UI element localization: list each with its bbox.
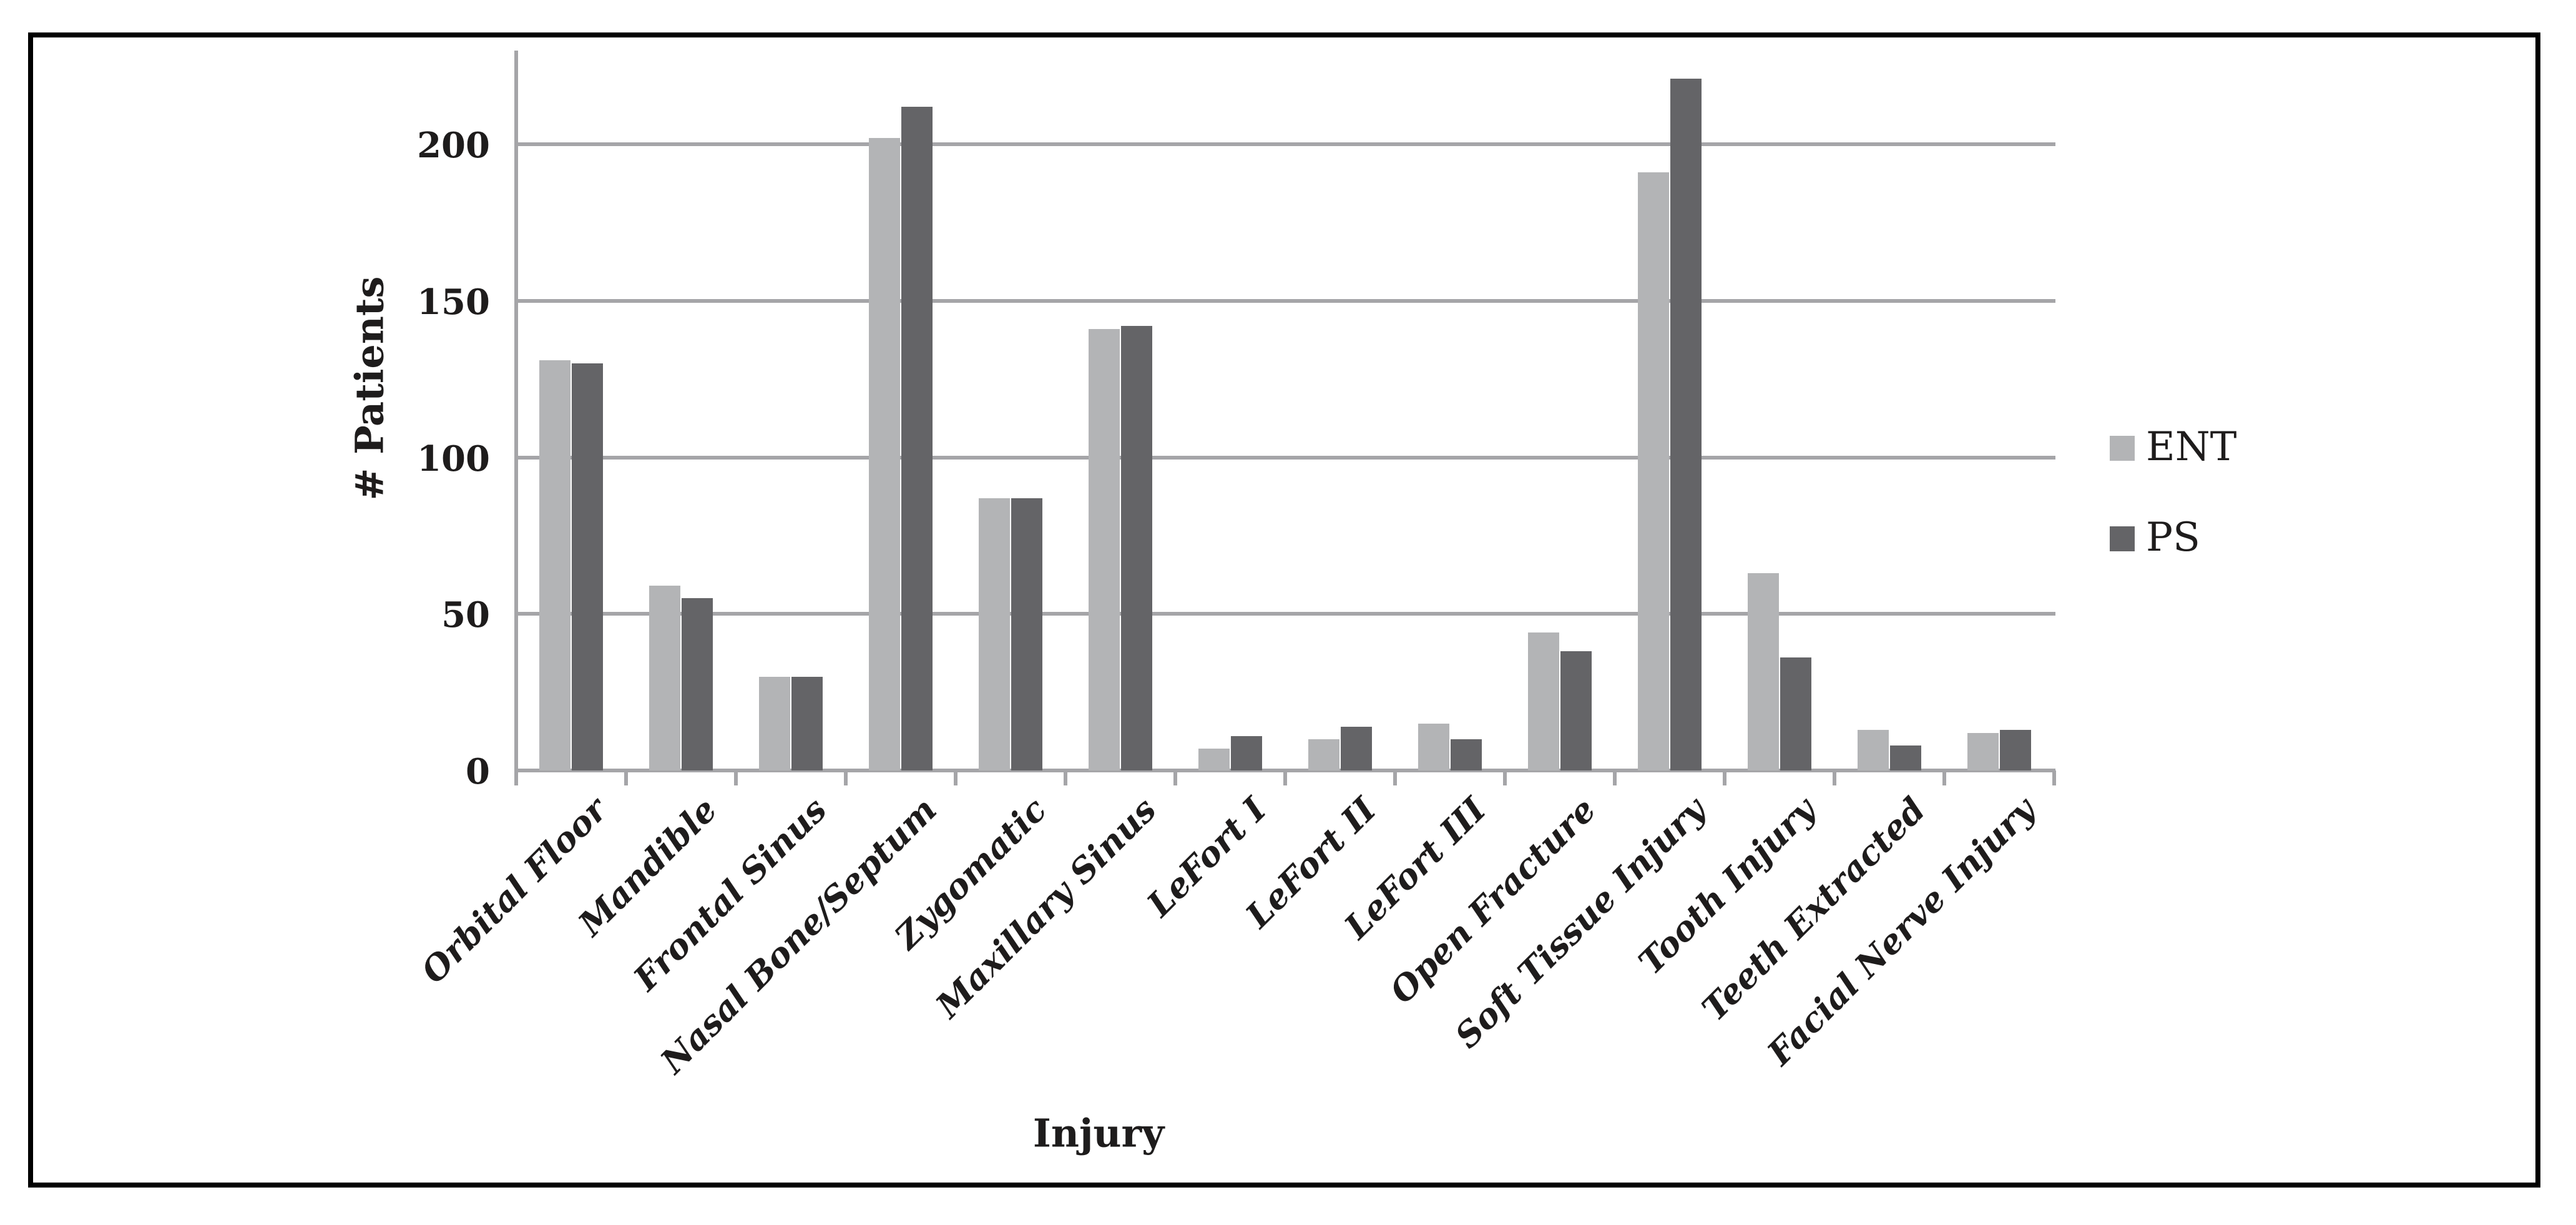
bar-ps-9 <box>1451 739 1482 770</box>
bar-ent-1 <box>539 360 571 770</box>
y-tick-label: 50 <box>441 594 490 636</box>
bar-ent-13 <box>1858 729 1889 770</box>
x-tick-mark <box>1942 770 1946 785</box>
y-axis-title: # Patients <box>346 276 393 501</box>
bar-ent-8 <box>1308 739 1339 770</box>
gridline <box>516 298 2055 303</box>
legend-label: PS <box>2146 514 2200 561</box>
x-tick-mark <box>1723 770 1726 785</box>
bar-ent-6 <box>1089 328 1120 770</box>
bar-ent-10 <box>1528 632 1559 770</box>
legend-swatch-ps <box>2110 526 2135 551</box>
y-tick-label: 200 <box>417 125 490 166</box>
bar-ps-1 <box>572 363 603 770</box>
bar-ps-13 <box>1890 745 1921 770</box>
bar-ps-12 <box>1780 657 1811 770</box>
x-tick-mark <box>734 770 738 785</box>
y-tick-label: 0 <box>466 751 490 792</box>
bar-ent-7 <box>1198 748 1230 770</box>
bar-ps-3 <box>791 676 823 770</box>
bar-ent-11 <box>1638 172 1669 770</box>
legend-label: ENT <box>2146 424 2237 470</box>
x-tick-mark <box>1064 770 1067 785</box>
bar-ent-5 <box>979 498 1010 770</box>
x-tick-mark <box>844 770 848 785</box>
bar-ent-9 <box>1418 723 1449 770</box>
gridline <box>516 142 2055 146</box>
figure-border <box>28 32 2540 1188</box>
bar-ps-11 <box>1670 78 1702 770</box>
bar-ent-14 <box>1967 732 1999 770</box>
bar-ent-3 <box>759 676 790 770</box>
bar-ps-4 <box>901 106 933 770</box>
x-tick-mark <box>1503 770 1507 785</box>
bar-ent-4 <box>869 137 900 770</box>
bar-ps-10 <box>1560 651 1592 770</box>
y-axis-line <box>514 50 518 785</box>
legend-swatch-ent <box>2110 436 2135 461</box>
x-tick-mark <box>514 770 518 785</box>
bar-ent-2 <box>649 586 680 770</box>
x-tick-mark <box>954 770 957 785</box>
x-tick-mark <box>624 770 628 785</box>
x-tick-mark <box>1833 770 1836 785</box>
bar-ps-6 <box>1121 325 1152 770</box>
x-tick-mark <box>1393 770 1397 785</box>
bar-ps-2 <box>682 598 713 770</box>
bar-ps-7 <box>1231 735 1262 770</box>
y-tick-label: 100 <box>417 438 490 480</box>
x-axis-title: Injury <box>1032 1110 1165 1156</box>
bar-ps-8 <box>1341 726 1372 770</box>
x-tick-mark <box>1173 770 1177 785</box>
bar-ps-14 <box>2000 729 2031 770</box>
bar-ent-12 <box>1748 573 1779 770</box>
gridline <box>516 612 2055 616</box>
x-tick-mark <box>1283 770 1287 785</box>
x-tick-mark <box>1613 770 1617 785</box>
y-tick-label: 150 <box>417 281 490 323</box>
gridline <box>516 455 2055 460</box>
x-tick-mark <box>2052 770 2056 785</box>
bar-ps-5 <box>1011 498 1042 770</box>
